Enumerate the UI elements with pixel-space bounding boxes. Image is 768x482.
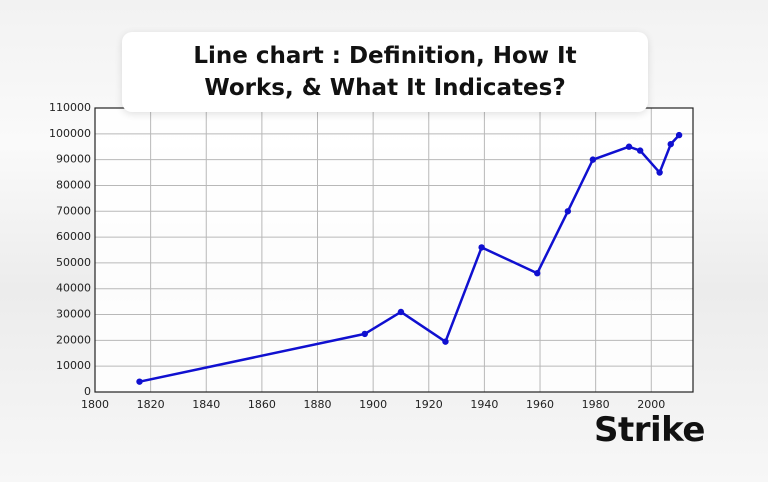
point — [667, 140, 674, 148]
title: Line chart : Definition, How It Works, &… — [122, 32, 648, 112]
y-tick-label: 0 — [84, 385, 91, 398]
y-tick-label: 40000 — [56, 282, 91, 295]
point — [564, 208, 572, 215]
x-tick-label: 1800 — [81, 398, 109, 411]
point — [478, 244, 485, 251]
y-tick-label: 60000 — [56, 230, 91, 243]
point — [397, 308, 405, 316]
y-tick-label: 90000 — [56, 153, 91, 166]
x-tick-label: 1980 — [582, 398, 610, 411]
x-tick-label: 1880 — [304, 398, 332, 411]
y-tick-label: 30000 — [56, 308, 91, 321]
point — [442, 338, 449, 345]
x-tick-label: 1860 — [248, 398, 276, 411]
point — [656, 169, 663, 176]
y-tick-label: 110000 — [49, 101, 91, 114]
x-tick-label: 1840 — [192, 398, 220, 411]
x-tick-label: 1820 — [137, 398, 165, 411]
point — [675, 131, 683, 139]
point — [625, 143, 633, 150]
x-tick-label: 2000 — [637, 398, 665, 411]
x-tick-label: 1900 — [359, 398, 387, 411]
plot-area — [95, 108, 693, 392]
point — [361, 330, 368, 338]
x-tick-label: 1960 — [526, 398, 554, 411]
x-tick-label: 1920 — [415, 398, 443, 411]
point — [636, 147, 644, 154]
logo: Strike — [594, 410, 705, 450]
point — [589, 156, 597, 163]
y-tick-label: 50000 — [56, 256, 91, 269]
y-tick-label: 10000 — [56, 359, 91, 372]
y-tick-label: 70000 — [56, 204, 91, 217]
y-tick-label: 80000 — [56, 178, 91, 191]
point — [534, 270, 541, 277]
y-tick-label: 20000 — [56, 333, 91, 346]
point — [136, 378, 143, 385]
x-tick-label: 1940 — [470, 398, 498, 411]
y-tick-label: 100000 — [49, 127, 91, 140]
